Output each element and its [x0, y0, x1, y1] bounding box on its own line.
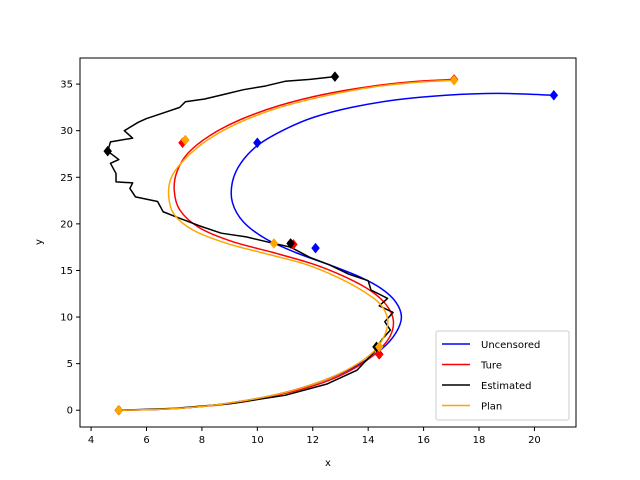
series-marker-plan — [114, 404, 124, 416]
series-layer — [106, 75, 554, 411]
x-tick-label: 16 — [417, 435, 430, 446]
y-tick-label: 15 — [60, 266, 73, 277]
series-marker-ture — [374, 348, 384, 360]
x-tick-label: 10 — [251, 435, 264, 446]
series-marker-plan — [180, 134, 190, 146]
series-marker-estimated — [330, 71, 340, 83]
x-tick-label: 12 — [306, 435, 319, 446]
legend-label-estimated: Estimated — [481, 381, 532, 392]
legend-label-plan: Plan — [481, 401, 502, 412]
x-tick-label: 14 — [362, 435, 375, 446]
series-marker-estimated — [286, 238, 295, 249]
legend-frame — [435, 330, 570, 421]
x-tick-label: 20 — [528, 435, 541, 446]
y-tick-label: 5 — [67, 359, 73, 370]
legend-label-uncensored: Uncensored — [481, 340, 540, 351]
series-marker-plan — [374, 341, 384, 353]
series-marker-estimated — [103, 145, 113, 157]
legend-label-ture: Ture — [480, 360, 502, 371]
y-tick-label: 20 — [60, 219, 73, 230]
series-line-ture — [118, 78, 455, 411]
plot-frame — [79, 57, 577, 428]
y-tick-label: 0 — [67, 406, 73, 417]
y-tick-label: 35 — [60, 80, 73, 91]
marker-layer — [103, 71, 559, 416]
series-marker-uncensored — [311, 242, 320, 254]
y-tick-label: 10 — [60, 313, 73, 324]
y-tick-label: 30 — [60, 126, 73, 137]
x-tick-label: 4 — [88, 435, 94, 446]
x-tick-label: 8 — [199, 435, 205, 446]
x-tick-label: 6 — [143, 435, 149, 446]
x-tick-label: 18 — [473, 435, 486, 446]
y-axis: 0 5 10 15 20 25 30 35 — [60, 80, 80, 417]
x-axis-label: x — [325, 458, 331, 469]
series-line-estimated — [106, 75, 394, 411]
series-line-plan — [118, 79, 455, 411]
y-axis-label: y — [34, 239, 45, 245]
legend: Uncensored Ture Estimated Plan — [435, 330, 570, 421]
x-axis: 4 6 8 10 12 14 16 18 20 — [88, 427, 541, 446]
series-marker-uncensored — [549, 89, 559, 101]
y-tick-label: 25 — [60, 173, 73, 184]
series-marker-uncensored — [253, 137, 262, 149]
series-marker-plan — [449, 74, 459, 86]
series-marker-plan — [269, 238, 279, 249]
